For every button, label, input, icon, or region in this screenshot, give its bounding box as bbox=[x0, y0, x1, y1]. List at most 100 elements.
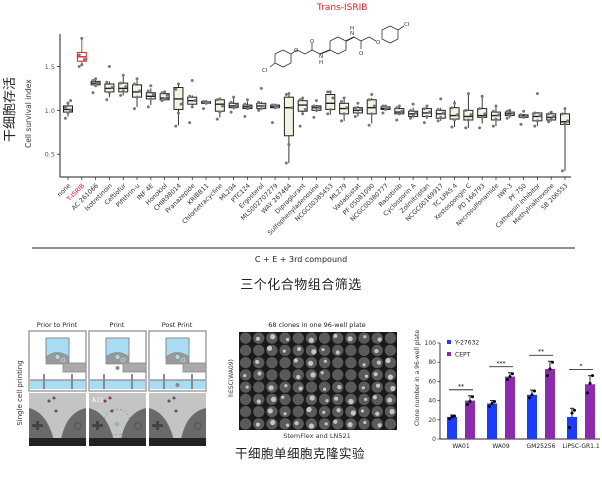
data-point bbox=[135, 95, 139, 99]
bar-x-tick-label: WA01 bbox=[452, 443, 470, 448]
well bbox=[239, 332, 252, 344]
data-point bbox=[466, 92, 470, 96]
clone bbox=[284, 384, 288, 388]
well bbox=[358, 344, 370, 357]
data-point bbox=[453, 101, 457, 105]
data-point bbox=[105, 98, 109, 102]
sensor-icon bbox=[60, 357, 66, 363]
clone bbox=[294, 421, 299, 426]
well bbox=[279, 356, 291, 369]
well bbox=[332, 418, 344, 430]
clone bbox=[350, 410, 356, 416]
channel-wall-right bbox=[60, 408, 86, 446]
data-point bbox=[370, 112, 374, 116]
svg-text:O: O bbox=[310, 39, 315, 45]
well-divider bbox=[71, 374, 73, 389]
print-stage-1: Print A11 bbox=[88, 321, 147, 446]
data-point bbox=[422, 107, 426, 111]
data-point bbox=[215, 117, 219, 121]
data-point bbox=[245, 98, 249, 102]
data-point bbox=[328, 107, 332, 111]
data-point bbox=[422, 121, 426, 125]
bar-y-tick-label: 100 bbox=[425, 340, 437, 347]
data-point bbox=[63, 116, 67, 120]
cell-dot bbox=[103, 399, 107, 403]
camera-icon bbox=[122, 362, 147, 373]
data-point bbox=[425, 114, 429, 118]
data-point bbox=[259, 86, 263, 90]
data-point bbox=[326, 90, 330, 94]
box-20 bbox=[339, 96, 350, 123]
data-point bbox=[538, 114, 542, 118]
y-tick-label: 0.5 bbox=[45, 151, 55, 159]
cell-icon bbox=[54, 354, 61, 360]
well bbox=[358, 356, 370, 369]
clone bbox=[270, 334, 276, 340]
box-10 bbox=[201, 100, 212, 111]
data-point bbox=[384, 104, 388, 108]
clone bbox=[293, 358, 298, 363]
well bbox=[292, 393, 304, 406]
cell-icon bbox=[114, 354, 121, 360]
data-point bbox=[381, 111, 385, 115]
data-point bbox=[549, 110, 553, 114]
data-point bbox=[94, 84, 98, 88]
molecule-bonds bbox=[269, 25, 405, 68]
stage-title: Prior to Print bbox=[37, 321, 78, 329]
data-point bbox=[77, 53, 81, 57]
data-point bbox=[367, 98, 371, 102]
data-point bbox=[439, 97, 443, 101]
well bbox=[266, 369, 278, 381]
substrate bbox=[29, 438, 86, 446]
data-point bbox=[326, 112, 330, 116]
data-point bbox=[328, 90, 332, 94]
data-point bbox=[232, 95, 236, 99]
well bbox=[279, 369, 291, 381]
data-point bbox=[340, 100, 344, 104]
data-point bbox=[96, 81, 100, 85]
bar-y-tick-label: 0 bbox=[432, 436, 436, 443]
data-point bbox=[107, 64, 111, 68]
well bbox=[358, 369, 370, 381]
box-32 bbox=[504, 108, 515, 120]
box-1 bbox=[76, 36, 87, 68]
clone bbox=[322, 387, 327, 391]
single-cell-printing-panel: Single cell printing Prior to Print Print… bbox=[16, 321, 207, 446]
data-point bbox=[132, 82, 136, 86]
cell-dot bbox=[174, 409, 178, 413]
data-point bbox=[204, 100, 208, 104]
data-point bbox=[284, 161, 288, 165]
data-point bbox=[201, 100, 205, 104]
bar-data-point bbox=[546, 374, 549, 378]
well bbox=[239, 393, 252, 406]
well bbox=[384, 344, 397, 357]
clone bbox=[285, 423, 290, 427]
data-point bbox=[353, 106, 357, 110]
bar-x-tick-label: LiPSC-GR1.1 bbox=[562, 443, 600, 448]
clone bbox=[334, 396, 339, 401]
clone bbox=[255, 359, 260, 365]
clone bbox=[385, 357, 391, 364]
bar-data-point bbox=[468, 400, 472, 404]
well bbox=[292, 356, 304, 369]
bar-data-point bbox=[570, 411, 574, 415]
data-point bbox=[190, 78, 194, 82]
data-point bbox=[480, 94, 484, 98]
data-point bbox=[505, 109, 509, 113]
clone bbox=[266, 345, 273, 351]
data-point bbox=[301, 112, 305, 116]
data-point bbox=[138, 89, 142, 93]
print-stage-2: Post Print bbox=[148, 321, 207, 446]
camera-icon bbox=[62, 362, 87, 373]
clone bbox=[333, 419, 338, 424]
clone bbox=[335, 350, 340, 355]
well bbox=[345, 356, 357, 369]
survival-boxplot: Trans-ISRIB Cl O O N H bbox=[3, 3, 575, 264]
data-point bbox=[510, 111, 514, 115]
box-19 bbox=[325, 90, 336, 116]
well bbox=[279, 393, 291, 406]
well bbox=[358, 418, 370, 430]
data-point bbox=[345, 106, 349, 110]
clone bbox=[310, 372, 316, 378]
data-point bbox=[270, 103, 274, 107]
